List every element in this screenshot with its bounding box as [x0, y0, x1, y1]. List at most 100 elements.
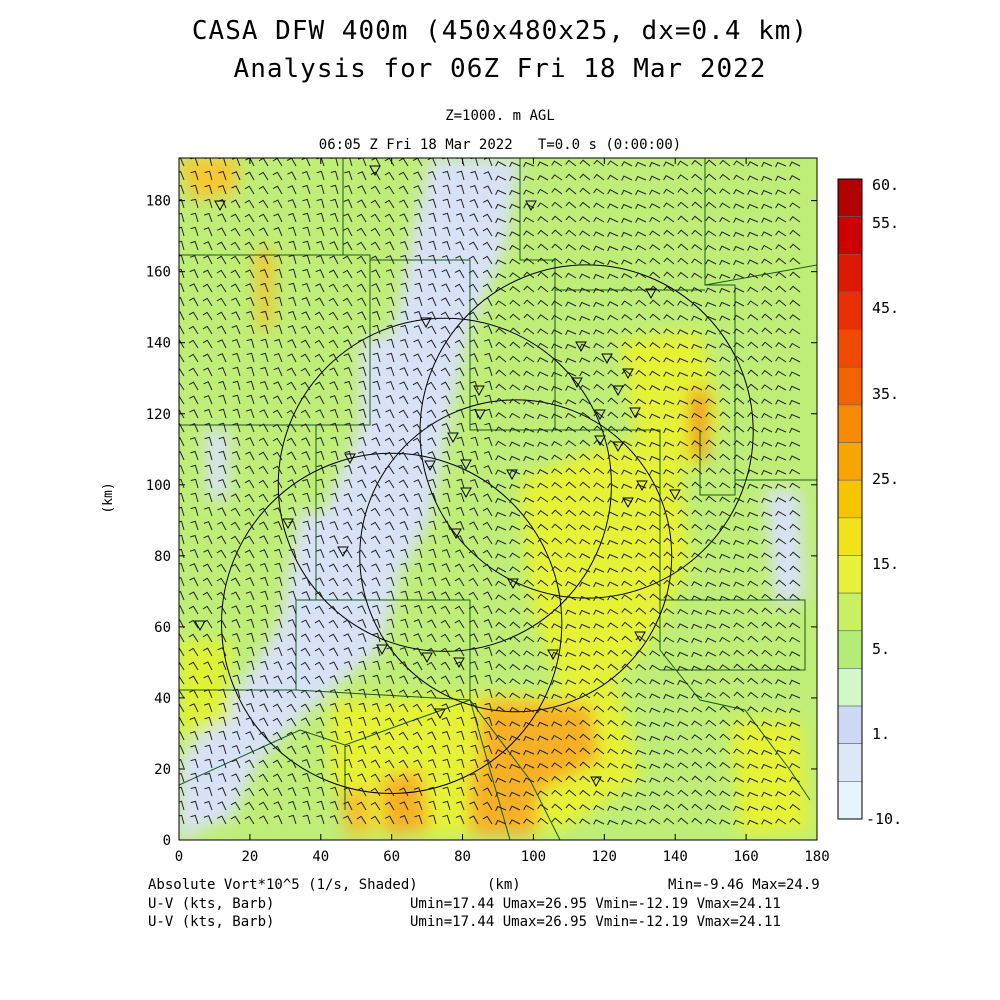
wind-barb [440, 605, 451, 615]
wind-barb [509, 538, 521, 545]
wind-barb [733, 301, 745, 307]
wind-barb [427, 437, 437, 447]
wind-barb [426, 717, 437, 727]
wind-barb [621, 426, 633, 433]
wind-barb [593, 636, 605, 643]
wind-barb [204, 772, 213, 783]
wind-barb [440, 647, 451, 657]
x-tick-label: 80 [454, 849, 471, 865]
wind-barb [747, 189, 759, 196]
wind-barb [719, 719, 731, 727]
wind-barb [705, 357, 717, 363]
wind-barb [761, 692, 773, 699]
wind-barb [301, 758, 311, 769]
wind-barb [509, 384, 521, 391]
wind-barb [523, 216, 535, 223]
wind-barb [649, 385, 661, 391]
wind-barb [523, 579, 535, 587]
wind-barb [691, 343, 703, 350]
wind-barb [302, 786, 311, 797]
wind-barb [344, 702, 353, 713]
wind-barb [663, 622, 675, 629]
wind-barb [719, 595, 731, 602]
wind-barb [635, 258, 647, 265]
wind-barb [593, 581, 605, 588]
wind-barb [509, 427, 521, 433]
wind-barb [523, 621, 535, 629]
wind-barb [314, 591, 325, 601]
wind-barb [190, 744, 199, 755]
wind-barb [677, 594, 689, 601]
wind-barb [495, 341, 507, 349]
wind-barb [761, 299, 773, 307]
wind-barb [649, 189, 661, 195]
wind-barb [259, 562, 269, 573]
wind-barb [621, 663, 633, 671]
wind-barb [691, 609, 703, 615]
wind-barb [426, 409, 437, 419]
wind-barb [202, 269, 213, 279]
wind-barb [357, 605, 367, 615]
wind-barb [607, 705, 619, 713]
wind-barb [607, 160, 619, 167]
wind-barb [705, 425, 717, 433]
wind-barb [217, 507, 227, 517]
wind-barb [328, 577, 339, 587]
wind-barb [454, 339, 465, 349]
wind-barb [217, 660, 227, 671]
wind-barb [483, 773, 493, 783]
wind-barb [414, 282, 423, 293]
wind-barb [663, 257, 675, 265]
wind-barb [343, 366, 353, 377]
wind-barb [495, 245, 507, 252]
wind-barb [232, 394, 241, 405]
wind-barb [384, 213, 395, 223]
wind-barb [523, 455, 535, 462]
wind-barb [593, 342, 605, 349]
wind-barb [789, 202, 801, 209]
wind-barb [413, 199, 423, 209]
wind-barb [649, 271, 661, 279]
wind-barb [202, 577, 213, 587]
wind-barb [677, 580, 689, 587]
wind-barb [358, 366, 367, 377]
wind-barb [302, 772, 311, 783]
wind-barb [579, 159, 591, 167]
wind-barb [789, 371, 801, 377]
wind-barb [441, 717, 451, 727]
wind-barb [440, 675, 451, 685]
wind-barb [677, 537, 689, 545]
wind-barb [537, 510, 549, 517]
colorbar-label: 1. [872, 725, 890, 743]
wind-barb [384, 521, 395, 531]
wind-barb [775, 175, 787, 182]
wind-barb [300, 717, 311, 727]
wind-barb [202, 311, 213, 321]
wind-barb [733, 383, 745, 391]
wind-barb [344, 450, 353, 461]
wind-barb [537, 537, 549, 545]
wind-barb [244, 185, 255, 195]
wind-barb [412, 423, 423, 433]
wind-barb [537, 427, 549, 434]
wind-barb [342, 283, 353, 293]
wind-barb [273, 815, 283, 825]
wind-barb [272, 717, 283, 727]
wind-barb [314, 325, 325, 335]
wind-barb [179, 619, 185, 629]
wind-barb [635, 355, 647, 363]
wind-barb [551, 427, 563, 433]
wind-barb [272, 479, 283, 489]
wind-barb [649, 579, 661, 587]
wind-barb [649, 565, 661, 573]
wind-barb [441, 395, 451, 405]
wind-barb [775, 161, 787, 168]
wind-barb [663, 790, 675, 797]
wind-barb [663, 579, 675, 587]
wind-barb [244, 521, 255, 531]
wind-barb [775, 413, 787, 419]
wind-barb [482, 269, 493, 279]
wind-barb [733, 748, 745, 755]
wind-barb [747, 749, 759, 755]
wind-barb [470, 464, 479, 475]
